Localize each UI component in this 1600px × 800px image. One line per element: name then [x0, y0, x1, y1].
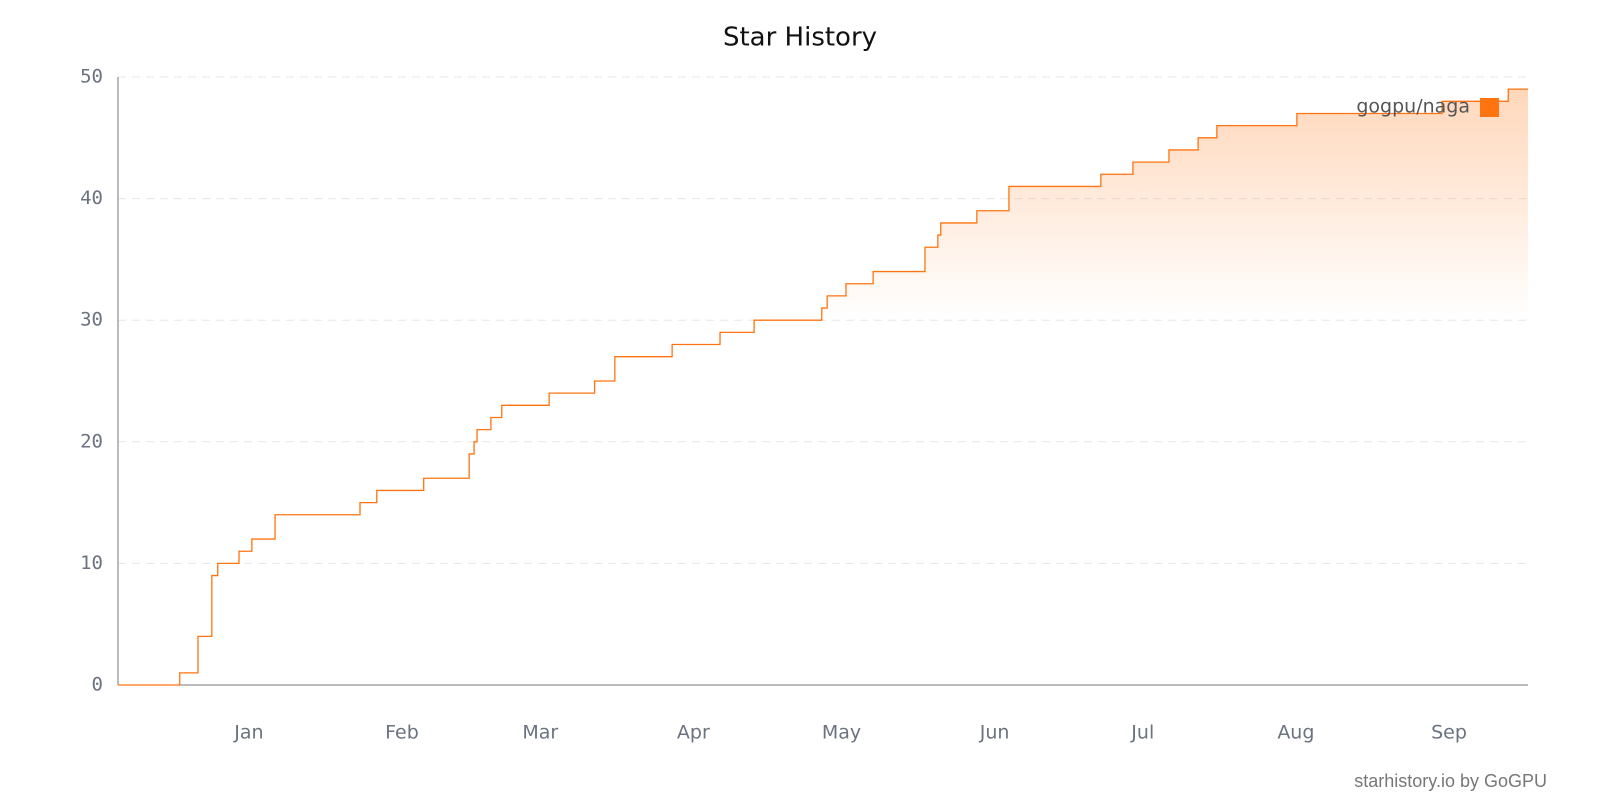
- y-tick-label: 0: [92, 674, 103, 696]
- y-tick-label: 40: [80, 187, 103, 209]
- legend-swatch: [1480, 98, 1499, 117]
- footer: starhistory.io by GoGPU: [1354, 771, 1547, 791]
- x-tick-label: May: [822, 722, 861, 744]
- chart-title: Star History: [723, 23, 877, 53]
- x-tick-label: Jul: [1130, 722, 1154, 744]
- x-tick-label: Feb: [385, 722, 419, 744]
- x-tick-label: Mar: [522, 722, 558, 744]
- area: [118, 89, 1528, 685]
- y-tick-label: 20: [80, 430, 103, 452]
- x-tick-label: Aug: [1277, 722, 1314, 744]
- x-tick-label: Jan: [233, 722, 263, 744]
- line: [118, 88, 1528, 686]
- y-tick-label: 30: [80, 309, 103, 331]
- y-tick-label: 10: [80, 552, 103, 574]
- legend-label: gogpu/naga: [1356, 96, 1470, 118]
- x-tick-label: Apr: [677, 722, 710, 744]
- x-tick-label: Jun: [979, 722, 1010, 744]
- y-tick-label: 50: [80, 66, 103, 88]
- x-tick-label: Sep: [1431, 722, 1467, 744]
